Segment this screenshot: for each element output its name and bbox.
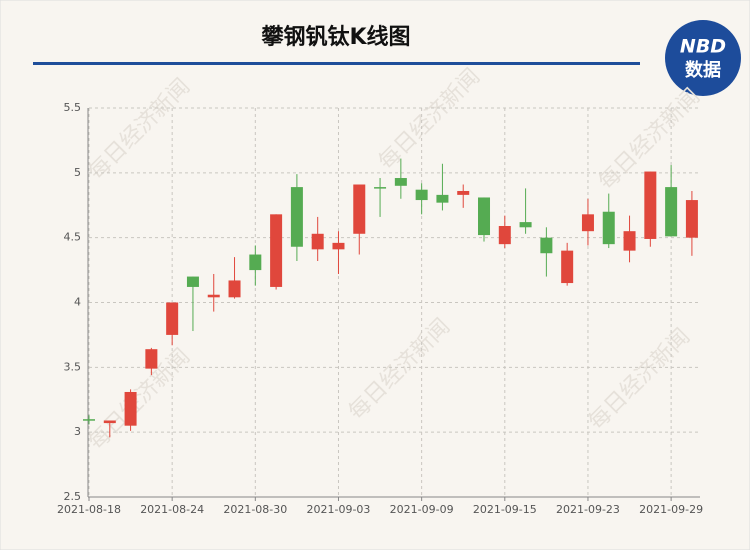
x-tick-label: 2021-08-18	[57, 503, 121, 516]
candle-body	[124, 391, 137, 426]
y-tick-label: 5	[74, 166, 81, 179]
candle-body	[478, 197, 491, 236]
candle-body	[374, 187, 387, 189]
candle-body	[457, 190, 470, 195]
candle-body	[311, 233, 324, 250]
logo	[665, 20, 741, 96]
candle-body	[498, 225, 511, 245]
y-tick-label: 5.5	[64, 101, 82, 114]
candle-body	[249, 254, 262, 271]
title-rule	[33, 62, 640, 65]
x-tick-label: 2021-09-15	[473, 503, 537, 516]
logo-brand: NBD	[680, 36, 726, 58]
candle-body	[103, 420, 116, 424]
x-tick-label: 2021-09-29	[639, 503, 703, 516]
x-tick-label: 2021-09-23	[556, 503, 620, 516]
y-tick-label: 3.5	[64, 360, 82, 373]
y-tick-label: 3	[74, 425, 81, 438]
candle-body	[415, 189, 428, 201]
candle-body	[166, 302, 179, 335]
candle-body	[644, 171, 657, 239]
x-tick-label: 2021-08-24	[140, 503, 204, 516]
candle-body	[685, 200, 698, 238]
candle-body	[353, 184, 366, 234]
candle-body	[332, 242, 345, 250]
candle-body	[270, 214, 283, 287]
logo-text: 数据	[685, 59, 721, 81]
candle-body	[436, 194, 449, 203]
chart-title: 攀钢钒钛K线图	[260, 24, 410, 50]
x-tick-label: 2021-09-09	[390, 503, 454, 516]
candle-body	[540, 237, 553, 254]
candle-body	[83, 419, 95, 421]
y-tick-label: 2.5	[64, 490, 82, 503]
x-tick-label: 2021-08-30	[223, 503, 287, 516]
candle-body	[581, 214, 594, 232]
y-tick-label: 4	[74, 296, 81, 309]
candle-body	[602, 211, 615, 245]
candle-body	[186, 276, 199, 287]
candle-body	[394, 178, 407, 186]
candle-body	[207, 294, 220, 298]
candle-body	[519, 222, 532, 228]
candle-body	[561, 250, 574, 284]
candle-body	[228, 280, 241, 298]
y-tick-label: 4.5	[64, 231, 82, 244]
candle-body	[290, 187, 303, 247]
candle-body	[145, 349, 158, 369]
x-tick-label: 2021-09-03	[307, 503, 371, 516]
candle-body	[665, 187, 678, 237]
candle-body	[623, 231, 636, 251]
